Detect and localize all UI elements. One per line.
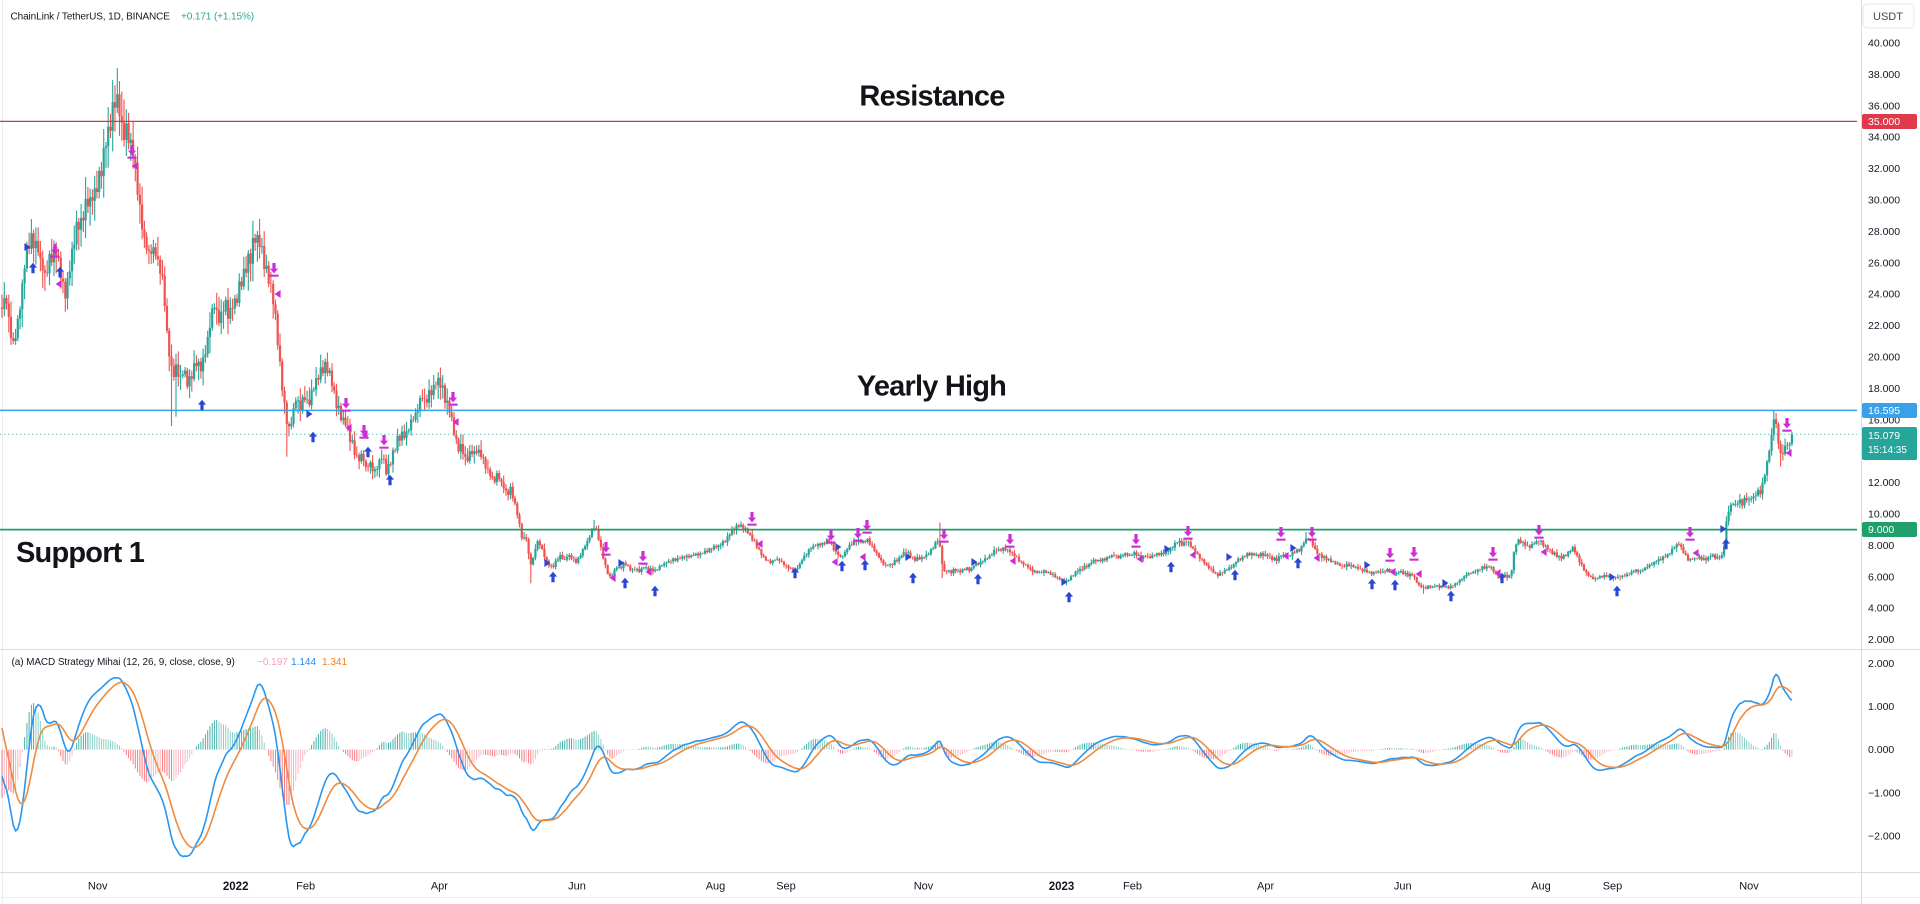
svg-text:Yearly High: Yearly High bbox=[857, 371, 1006, 403]
svg-text:2023: 2023 bbox=[1049, 881, 1075, 893]
svg-text:16.595: 16.595 bbox=[1868, 405, 1900, 417]
svg-text:38.000: 38.000 bbox=[1868, 69, 1900, 81]
svg-text:Apr: Apr bbox=[1257, 881, 1274, 893]
svg-text:18.000: 18.000 bbox=[1868, 383, 1900, 395]
svg-text:Aug: Aug bbox=[706, 881, 726, 893]
svg-text:26.000: 26.000 bbox=[1868, 257, 1900, 269]
svg-text:−2.000: −2.000 bbox=[1868, 831, 1901, 843]
svg-text:8.000: 8.000 bbox=[1868, 540, 1894, 552]
svg-text:1.000: 1.000 bbox=[1868, 701, 1894, 713]
svg-text:Feb: Feb bbox=[1123, 881, 1142, 893]
svg-text:15.079: 15.079 bbox=[1868, 430, 1900, 442]
svg-text:34.000: 34.000 bbox=[1868, 132, 1900, 144]
svg-text:Nov: Nov bbox=[1739, 881, 1759, 893]
svg-text:2.000: 2.000 bbox=[1868, 634, 1894, 646]
svg-text:Apr: Apr bbox=[431, 881, 448, 893]
svg-text:2022: 2022 bbox=[223, 881, 249, 893]
svg-text:12.000: 12.000 bbox=[1868, 477, 1900, 489]
svg-text:1.341: 1.341 bbox=[322, 657, 347, 668]
svg-text:9.000: 9.000 bbox=[1868, 524, 1894, 536]
svg-text:Support 1: Support 1 bbox=[16, 537, 145, 569]
svg-text:Nov: Nov bbox=[914, 881, 934, 893]
svg-text:Jun: Jun bbox=[1394, 881, 1412, 893]
svg-text:+0.171 (+1.15%): +0.171 (+1.15%) bbox=[181, 12, 254, 23]
svg-text:6.000: 6.000 bbox=[1868, 571, 1894, 583]
svg-text:28.000: 28.000 bbox=[1868, 226, 1900, 238]
svg-text:Jun: Jun bbox=[568, 881, 586, 893]
svg-text:Sep: Sep bbox=[776, 881, 796, 893]
svg-text:36.000: 36.000 bbox=[1868, 100, 1900, 112]
svg-text:24.000: 24.000 bbox=[1868, 289, 1900, 301]
svg-text:(a) MACD Strategy Mihai (12, 2: (a) MACD Strategy Mihai (12, 26, 9, clos… bbox=[12, 657, 235, 668]
svg-text:USDT: USDT bbox=[1873, 11, 1903, 23]
svg-text:−1.000: −1.000 bbox=[1868, 787, 1901, 799]
svg-text:10.000: 10.000 bbox=[1868, 509, 1900, 521]
svg-text:22.000: 22.000 bbox=[1868, 320, 1900, 332]
svg-text:30.000: 30.000 bbox=[1868, 195, 1900, 207]
svg-text:Aug: Aug bbox=[1531, 881, 1551, 893]
svg-text:Feb: Feb bbox=[296, 881, 315, 893]
svg-text:−0.197: −0.197 bbox=[257, 657, 288, 668]
svg-text:Sep: Sep bbox=[1603, 881, 1623, 893]
svg-text:15:14:35: 15:14:35 bbox=[1868, 445, 1907, 456]
svg-text:Nov: Nov bbox=[88, 881, 108, 893]
svg-text:2.000: 2.000 bbox=[1868, 658, 1894, 670]
svg-text:Resistance: Resistance bbox=[859, 81, 1005, 113]
svg-text:35.000: 35.000 bbox=[1868, 116, 1900, 128]
svg-text:ChainLink / TetherUS, 1D, BINA: ChainLink / TetherUS, 1D, BINANCE bbox=[11, 12, 171, 23]
svg-text:32.000: 32.000 bbox=[1868, 163, 1900, 175]
svg-text:0.000: 0.000 bbox=[1868, 744, 1894, 756]
svg-text:40.000: 40.000 bbox=[1868, 38, 1900, 50]
svg-text:20.000: 20.000 bbox=[1868, 352, 1900, 364]
svg-text:4.000: 4.000 bbox=[1868, 603, 1894, 615]
svg-text:1.144: 1.144 bbox=[291, 657, 316, 668]
